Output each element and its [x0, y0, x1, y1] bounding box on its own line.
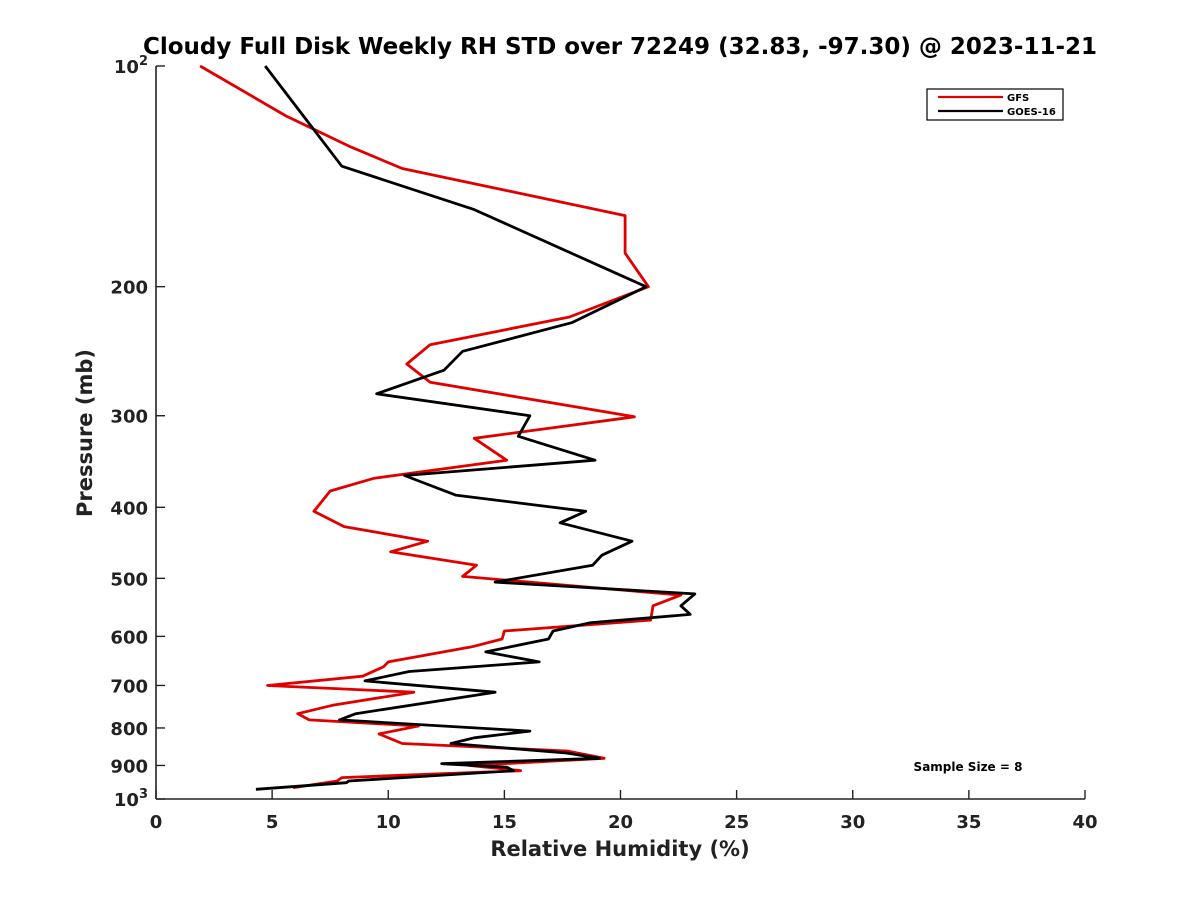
sample-size-annotation: Sample Size = 8	[914, 760, 1023, 774]
x-tick-label: 20	[608, 812, 633, 833]
plot-area	[155, 64, 1085, 800]
plot-background	[156, 66, 1085, 799]
y-tick-label: 300	[110, 407, 148, 428]
x-tick-label: 10	[376, 812, 401, 833]
x-tick-label: 40	[1072, 812, 1097, 833]
legend-label-gfs: GFS	[1007, 93, 1029, 104]
y-tick-label: 102	[114, 54, 148, 78]
series-line-goes16	[255, 65, 697, 791]
y-tick-label: 900	[110, 756, 148, 777]
y-tick-label: 700	[110, 676, 148, 697]
y-tick-label: 600	[110, 627, 148, 648]
y-tick-label: 800	[110, 719, 148, 740]
x-tick-label: 5	[266, 812, 279, 833]
y-tick-label: 200	[110, 278, 148, 299]
x-tick-label: 35	[956, 812, 981, 833]
legend: GFS GOES-16	[926, 88, 1064, 121]
x-tick-label: 30	[840, 812, 865, 833]
x-tick-label: 15	[492, 812, 517, 833]
x-tick-label: 25	[724, 812, 749, 833]
chart-title: Cloudy Full Disk Weekly RH STD over 7224…	[143, 34, 1097, 60]
legend-box	[926, 88, 1064, 121]
y-tick-label: 500	[110, 569, 148, 590]
y-tick-label: 103	[114, 787, 148, 811]
y-axis-ticks: 102 200 300 400 500 600 700 800 900 103	[110, 54, 165, 811]
x-tick-label: 0	[150, 812, 163, 833]
series-line-gfs	[199, 64, 683, 790]
x-axis-ticks: 0 5 10 15 20 25 30 35 40	[150, 790, 1098, 833]
y-tick-label: 400	[110, 498, 148, 519]
x-axis-label: Relative Humidity (%)	[490, 837, 749, 861]
y-axis-label: Pressure (mb)	[73, 349, 97, 517]
series-layer	[199, 64, 697, 791]
legend-label-goes16: GOES-16	[1007, 107, 1056, 118]
